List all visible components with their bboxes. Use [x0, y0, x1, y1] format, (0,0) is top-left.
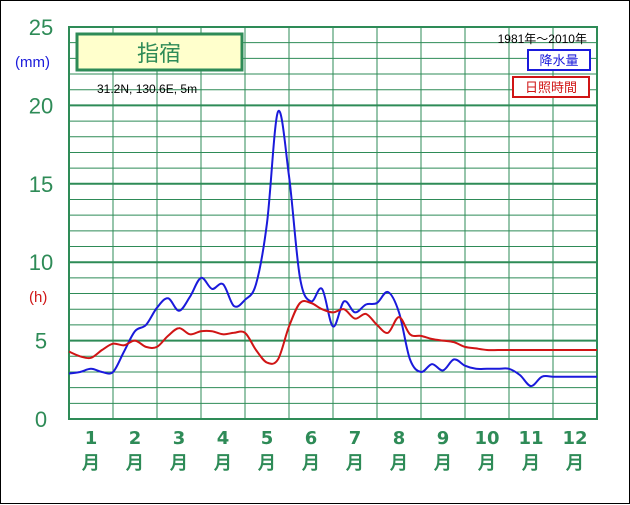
x-tick-suffix: 月 — [213, 453, 232, 474]
x-tick-suffix: 月 — [433, 453, 452, 474]
y-axis-unit-left: (mm) — [15, 54, 50, 71]
x-tick-suffix: 月 — [521, 453, 540, 474]
x-tick-label: 8 — [393, 428, 406, 449]
y-tick-label: 15 — [29, 172, 53, 197]
x-tick-suffix: 月 — [301, 453, 320, 474]
y-tick-label: 10 — [29, 250, 53, 275]
chart-title: 指宿 — [137, 42, 181, 67]
legend-box-rainfall — [527, 49, 591, 71]
x-tick-suffix: 月 — [257, 453, 276, 474]
legend-label-sunshine: 日照時間 — [525, 81, 577, 96]
series-line-rainfall — [68, 109, 597, 388]
y-axis-unit-right: (h) — [29, 289, 47, 306]
x-tick-suffix: 月 — [169, 453, 188, 474]
x-tick-label: 10 — [474, 428, 499, 449]
x-tick-label: 2 — [129, 428, 142, 449]
x-tick-label: 5 — [261, 428, 274, 449]
x-tick-suffix: 月 — [565, 453, 584, 474]
y-tick-label: 25 — [29, 15, 53, 40]
x-tick-label: 9 — [437, 428, 450, 449]
x-tick-suffix: 月 — [81, 453, 100, 474]
y-tick-label: 20 — [29, 93, 53, 118]
y-tick-label: 5 — [35, 329, 47, 354]
y-axis: 0 5 10 15 20 25 — [29, 15, 53, 432]
y-tick-label: 0 — [35, 407, 47, 432]
x-tick-label: 7 — [349, 428, 362, 449]
x-tick-label: 1 — [85, 428, 98, 449]
x-axis: 1 月 2 月 3 月 4 月 5 月 6 月 7 月 8 月 9 月 10 月 11 月 12 月 — [81, 428, 588, 474]
plot-border — [68, 26, 598, 420]
x-tick-suffix: 月 — [389, 453, 408, 474]
station-location: 31.2N, 130.6E, 5m — [97, 82, 197, 96]
title-box — [75, 32, 244, 72]
x-tick-label: 6 — [305, 428, 318, 449]
x-tick-label: 4 — [217, 428, 230, 449]
legend-box-sunshine — [512, 76, 590, 98]
x-tick-label: 11 — [518, 428, 543, 449]
x-tick-suffix: 月 — [477, 453, 496, 474]
period-label: 1981年～2010年 — [498, 32, 587, 46]
legend-label-rainfall: 降水量 — [539, 54, 578, 69]
x-tick-label: 12 — [562, 428, 587, 449]
series-line-sunshine — [68, 299, 597, 365]
x-tick-suffix: 月 — [345, 453, 364, 474]
x-tick-suffix: 月 — [125, 453, 144, 474]
x-tick-label: 3 — [173, 428, 186, 449]
